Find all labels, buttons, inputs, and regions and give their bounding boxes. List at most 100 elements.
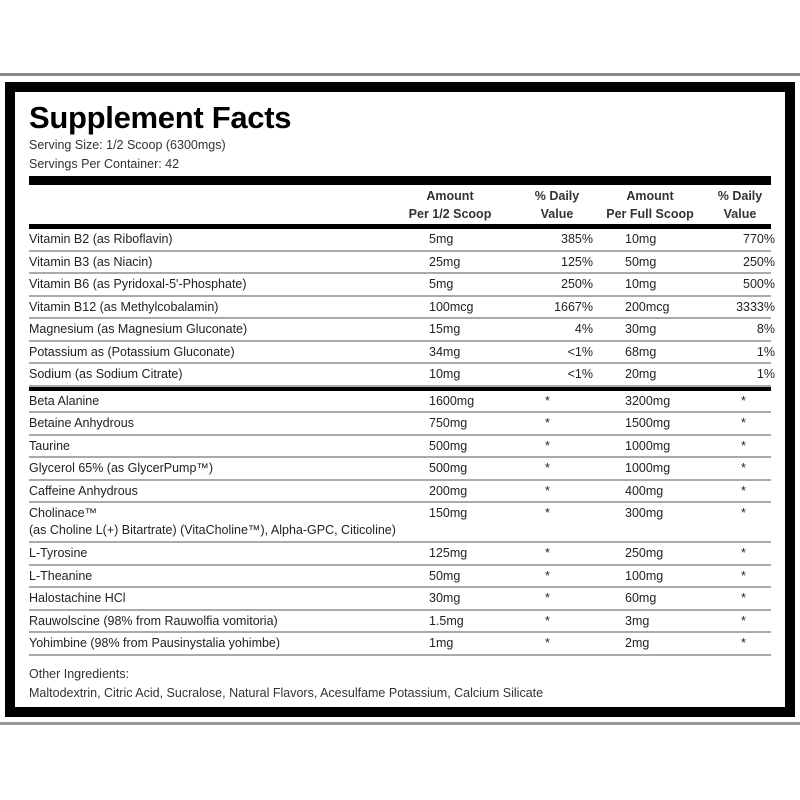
panel-title: Supplement Facts [29, 100, 292, 135]
amount-full: 50mg [625, 254, 657, 269]
dv-half: 250% [561, 277, 593, 291]
table-row: Cholinace™ 150mg * 300mg * (as Choline L(+) B… [29, 503, 771, 543]
thick-divider [29, 176, 771, 185]
dv-half: * [545, 568, 550, 583]
dv-full: * [741, 438, 746, 453]
dv-full: * [741, 546, 746, 560]
dv-full: 250% [743, 254, 775, 269]
header-line: Value [540, 207, 574, 221]
dv-full: * [741, 613, 746, 628]
amount-half: 25mg [429, 254, 461, 269]
table-row: Sodium (as Sodium Citrate) 10mg <1% 20mg 1% [29, 364, 775, 387]
amount-half: 500mg [429, 438, 468, 453]
header-dv-full: % Daily Value [710, 187, 770, 223]
header-amount-full: Amount Per Full Scoop [595, 187, 705, 223]
dv-half: 125% [561, 254, 593, 269]
amount-full: 250mg [625, 546, 664, 560]
amount-full: 400mg [625, 483, 664, 498]
nutrient-name: Halostachine HCl [29, 591, 126, 605]
header-line: Amount [626, 189, 674, 203]
nutrient-name: Vitamin B3 (as Niacin) [29, 254, 153, 269]
nutrient-name: Potassium as (Potassium Gluconate) [29, 344, 235, 359]
nutrient-name: Sodium (as Sodium Citrate) [29, 367, 183, 381]
amount-full: 3mg [625, 613, 650, 628]
table-row: Vitamin B2 (as Riboflavin) 5mg 385% 10mg 770… [29, 229, 775, 252]
thick-divider [29, 386, 771, 391]
amount-full: 60mg [625, 591, 657, 605]
header-line: Value [723, 207, 757, 221]
nutrient-name: L-Tyrosine [29, 546, 88, 560]
nutrient-name: Vitamin B6 (as Pyridoxal-5'-Phosphate) [29, 277, 247, 291]
header-line: % Daily [717, 189, 763, 203]
amount-full: 20mg [625, 367, 657, 381]
dv-full: 1% [756, 367, 775, 381]
nutrient-name: Taurine [29, 438, 70, 453]
table-row: Vitamin B3 (as Niacin) 25mg 125% 50mg 250% [29, 252, 775, 274]
table-row: Halostachine HCl 30mg * 60mg * [29, 588, 771, 611]
amount-half: 15mg [429, 322, 461, 336]
other-ingredients-label: Other Ingredients: [29, 667, 130, 681]
table-row: L-Theanine 50mg * 100mg * [29, 566, 771, 588]
dv-full: 3333% [736, 299, 775, 314]
nutrient-name: Betaine Anhydrous [29, 416, 134, 430]
amount-half: 200mg [429, 483, 468, 498]
dv-full: * [741, 591, 746, 605]
nutrient-name: Yohimbine (98% from Pausinystalia yohimb… [29, 636, 281, 650]
amount-half: 100mcg [429, 299, 474, 314]
dv-half: <1% [567, 344, 593, 359]
amount-half: 150mg [429, 506, 468, 520]
amount-half: 10mg [429, 367, 461, 381]
header-line: Amount [426, 189, 474, 203]
thick-divider [29, 224, 771, 229]
dv-half: * [545, 483, 550, 498]
amount-half: 125mg [429, 546, 468, 560]
dv-half: * [545, 636, 550, 650]
table-row: Taurine 500mg * 1000mg * [29, 436, 771, 458]
dv-full: * [741, 506, 746, 520]
dv-half: 385% [561, 232, 593, 246]
dv-half: * [545, 613, 550, 628]
nutrient-detail: (as Choline L(+) Bitartrate) (VitaCholin… [29, 523, 396, 537]
facts-table: Vitamin B2 (as Riboflavin) 5mg 385% 10mg 770… [29, 229, 775, 656]
amount-half: 500mg [429, 461, 468, 475]
dv-full: 770% [743, 232, 775, 246]
nutrient-name: Rauwolscine (98% from Rauwolfia vomitori… [29, 613, 278, 628]
dv-full: * [741, 483, 746, 498]
amount-full: 100mg [625, 568, 664, 583]
amount-full: 68mg [625, 344, 657, 359]
dv-half: <1% [567, 367, 593, 381]
amount-half: 1600mg [429, 393, 475, 408]
table-row: Potassium as (Potassium Gluconate) 34mg <1… [29, 342, 775, 364]
table-row: Glycerol 65% (as GlycerPump™) 500mg * 1000m… [29, 458, 771, 481]
amount-half: 1mg [429, 636, 454, 650]
bottom-rule [0, 722, 800, 725]
dv-full: 500% [743, 277, 775, 291]
amount-full: 1500mg [625, 416, 671, 430]
nutrient-name: Glycerol 65% (as GlycerPump™) [29, 461, 214, 475]
dv-half: * [545, 438, 550, 453]
table-row: Magnesium (as Magnesium Gluconate) 15mg 4%… [29, 319, 775, 342]
nutrient-name: Caffeine Anhydrous [29, 483, 138, 498]
amount-full: 3200mg [625, 393, 671, 408]
header-line: Per 1/2 Scoop [408, 207, 492, 221]
header-line: Per Full Scoop [606, 207, 694, 221]
amount-full: 300mg [625, 506, 664, 520]
header-amount-half: Amount Per 1/2 Scoop [395, 187, 505, 223]
nutrient-name: L-Theanine [29, 568, 93, 583]
dv-full: * [741, 416, 746, 430]
amount-half: 750mg [429, 416, 468, 430]
supplement-facts-panel: Supplement Facts Serving Size: 1/2 Scoop… [5, 82, 795, 717]
dv-half: 4% [574, 322, 593, 336]
table-row: Yohimbine (98% from Pausinystalia yohimb… [29, 633, 771, 656]
top-rule [0, 73, 800, 76]
dv-half: 1667% [554, 299, 593, 314]
dv-full: * [741, 636, 746, 650]
dv-full: * [741, 461, 746, 475]
amount-half: 5mg [429, 277, 454, 291]
dv-full: * [741, 393, 746, 408]
amount-full: 1000mg [625, 438, 671, 453]
nutrient-name: Cholinace™ [29, 506, 98, 520]
amount-full: 2mg [625, 636, 650, 650]
amount-half: 30mg [429, 591, 461, 605]
dv-full: * [741, 568, 746, 583]
